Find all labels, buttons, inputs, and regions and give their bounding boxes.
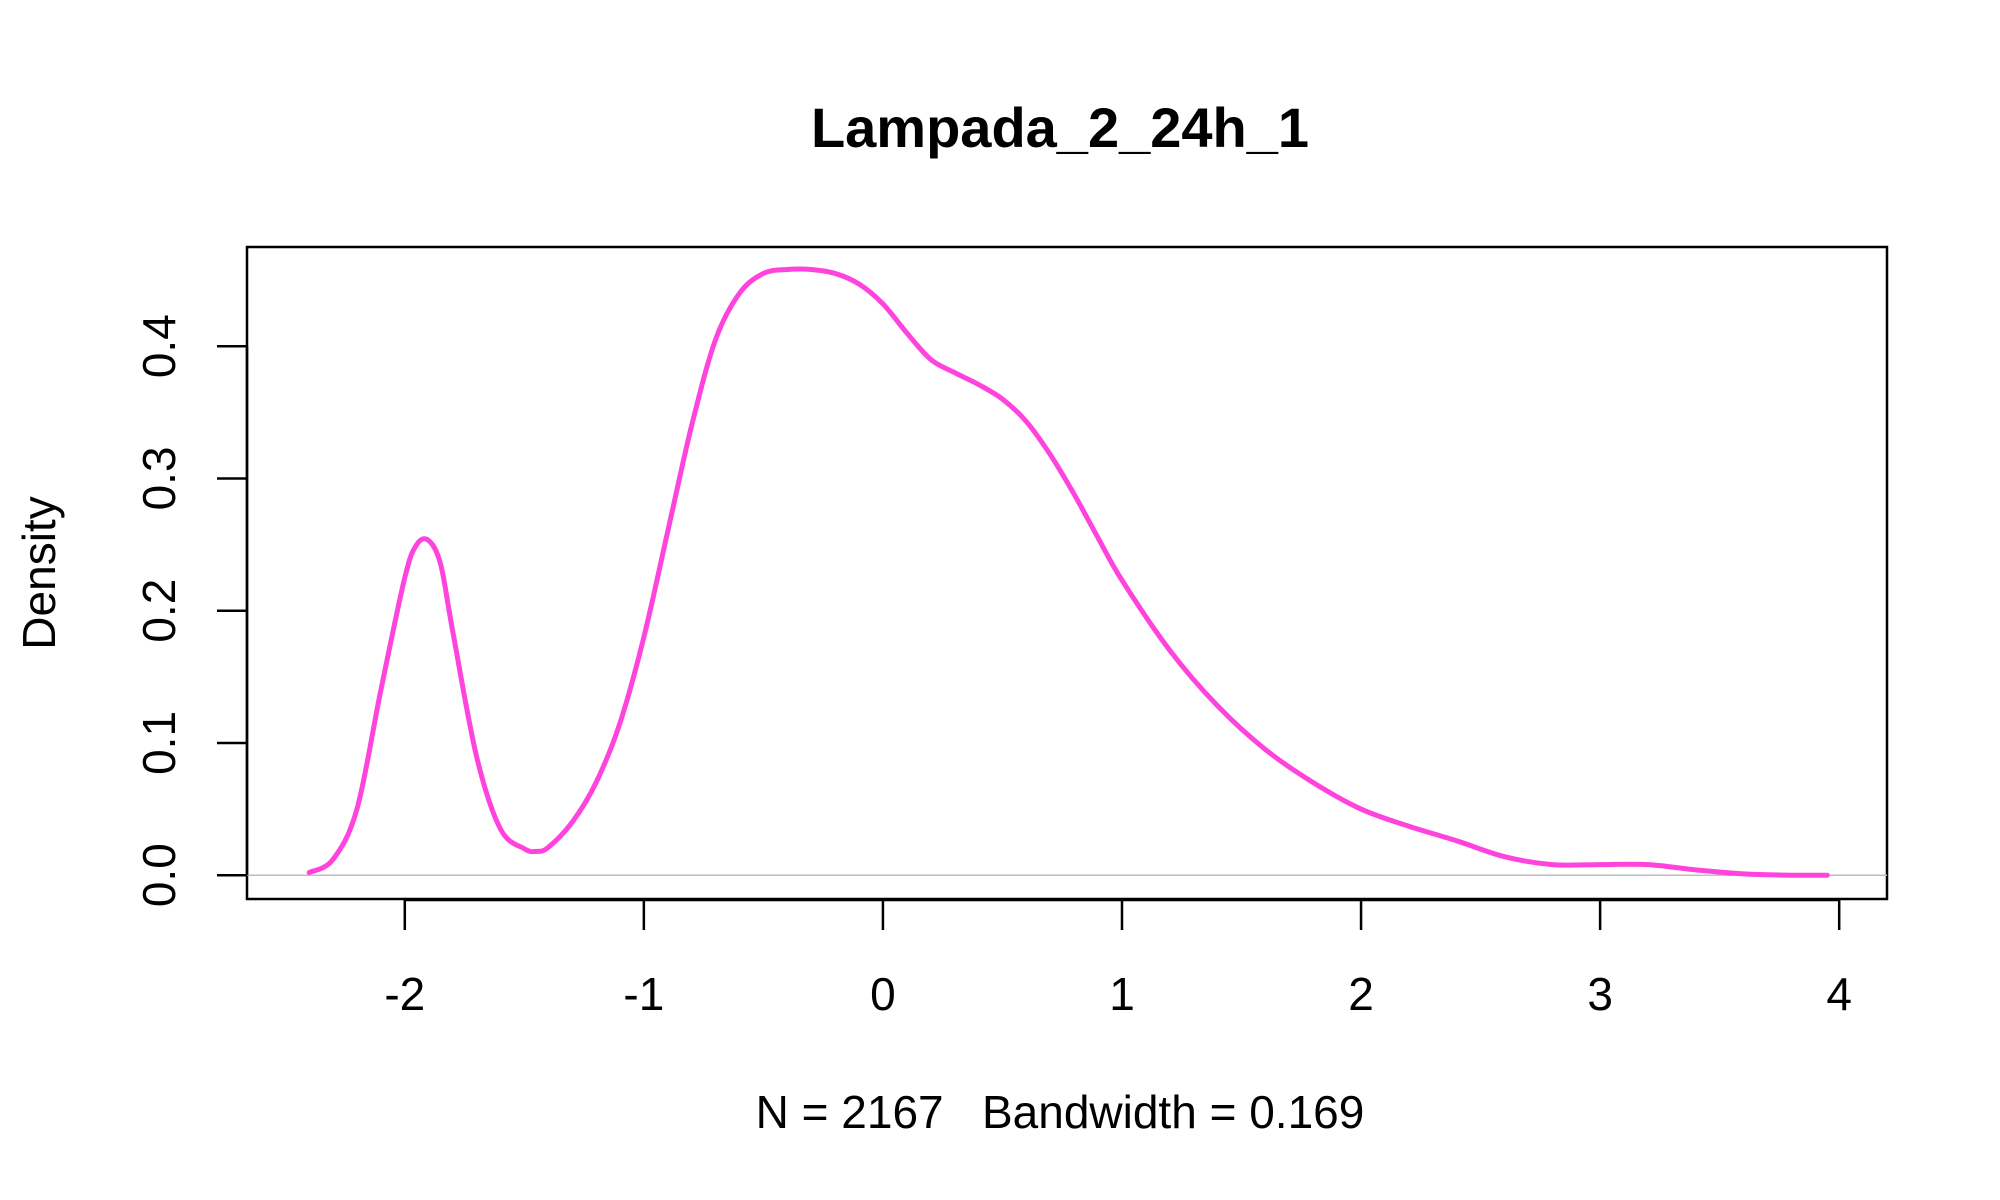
x-tick-label: 1 <box>1109 968 1135 1020</box>
y-tick-label: 0.2 <box>133 579 185 643</box>
x-tick-label: 4 <box>1826 968 1852 1020</box>
y-tick-label: 0.1 <box>133 711 185 775</box>
density-curve <box>306 266 1830 878</box>
x-tick-label: -1 <box>623 968 664 1020</box>
x-axis: -2 -1 0 1 2 3 4 <box>384 898 1852 1020</box>
y-tick-label: 0.3 <box>133 446 185 510</box>
y-tick-label: 0.4 <box>133 314 185 378</box>
x-tick-label: -2 <box>384 968 425 1020</box>
x-tick-label: 2 <box>1348 968 1374 1020</box>
x-tick-label: 0 <box>870 968 896 1020</box>
chart-title: Lampada_2_24h_1 <box>811 96 1309 159</box>
y-axis: 0.0 0.1 0.2 0.3 0.4 <box>133 314 249 907</box>
x-tick-label: 3 <box>1587 968 1613 1020</box>
x-axis-label: N = 2167 Bandwidth = 0.169 <box>756 1086 1365 1138</box>
y-tick-label: 0.0 <box>133 843 185 907</box>
y-axis-label: Density <box>13 496 65 649</box>
